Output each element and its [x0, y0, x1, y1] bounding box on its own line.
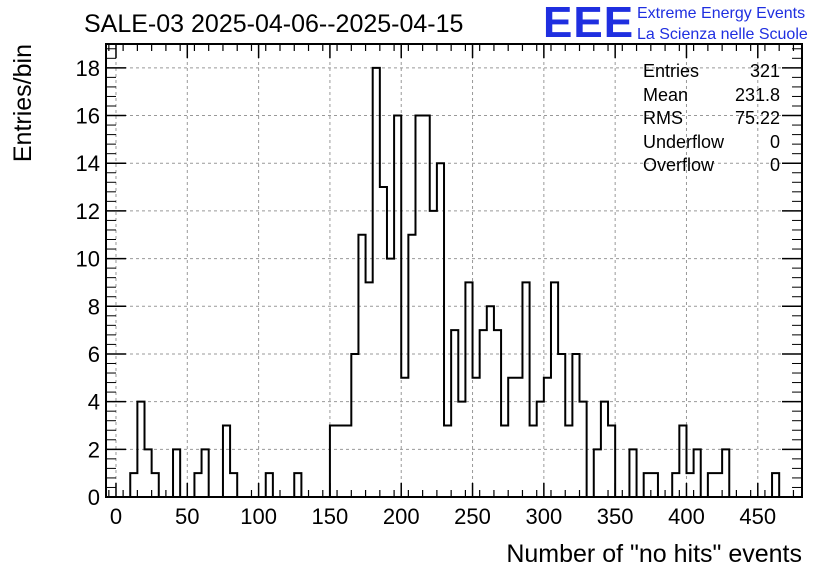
stats-label: RMS: [643, 108, 683, 128]
y-tick-label: 10: [76, 247, 100, 272]
stats-label: Entries: [643, 61, 700, 81]
stats-row-overflow: Overflow 0: [643, 154, 780, 178]
x-tick-label: 250: [454, 504, 491, 529]
stats-box: Entries 321 Mean 231.8 RMS 75.22 Underfl…: [643, 60, 780, 178]
y-tick-label: 0: [88, 485, 100, 510]
x-tick-label: 400: [668, 504, 705, 529]
x-axis-label: Number of "no hits" events: [506, 540, 802, 568]
stats-label: Mean: [643, 84, 689, 105]
x-tick-label: 100: [240, 504, 277, 529]
stats-row-underflow: Underflow 0: [643, 131, 780, 155]
chart-title: SALE-03 2025-04-06--2025-04-15: [84, 10, 464, 38]
eee-logo: EEE: [543, 2, 633, 42]
stats-label: Underflow: [643, 131, 725, 152]
x-tick-label: 350: [597, 504, 634, 529]
stats-value: 0: [769, 155, 780, 175]
plot-frame: [105, 43, 803, 498]
y-tick-label: 8: [88, 294, 100, 319]
stats-label: Overflow: [643, 155, 715, 175]
y-tick-label: 12: [76, 199, 100, 224]
y-axis-label: Entries/bin: [9, 44, 37, 162]
y-tick-label: 14: [76, 151, 100, 176]
stats-value: 321: [749, 61, 780, 81]
stats-value: 231.8: [734, 84, 780, 105]
stats-value: 0: [769, 131, 780, 152]
stats-row-mean: Mean 231.8: [643, 84, 780, 108]
stats-row-entries: Entries 321: [643, 60, 780, 84]
y-tick-label: 6: [88, 342, 100, 367]
stats-value: 75.22: [734, 108, 780, 128]
y-tick-label: 2: [88, 437, 100, 462]
stats-row-rms: RMS 75.22: [643, 107, 780, 131]
y-tick-label: 4: [88, 390, 100, 415]
logo-text: EEE: [543, 2, 633, 42]
brand-line-1: Extreme Energy Events: [637, 5, 806, 22]
y-tick-label: 16: [76, 104, 100, 129]
x-tick-label: 150: [312, 504, 349, 529]
x-tick-label: 450: [739, 504, 776, 529]
x-tick-label: 50: [175, 504, 199, 529]
x-tick-label: 300: [525, 504, 562, 529]
x-tick-label: 200: [383, 504, 420, 529]
brand-line-2: La Scienza nelle Scuole: [637, 26, 808, 43]
tick-labels: 0 50 100 150 200 250 300 350 400 450 0 2 4 6 8 10 12 14 16…: [76, 56, 777, 529]
brand-block: Extreme Energy Events La Scienza nelle S…: [637, 3, 808, 45]
x-tick-label: 0: [110, 504, 122, 529]
y-tick-label: 18: [76, 56, 100, 81]
